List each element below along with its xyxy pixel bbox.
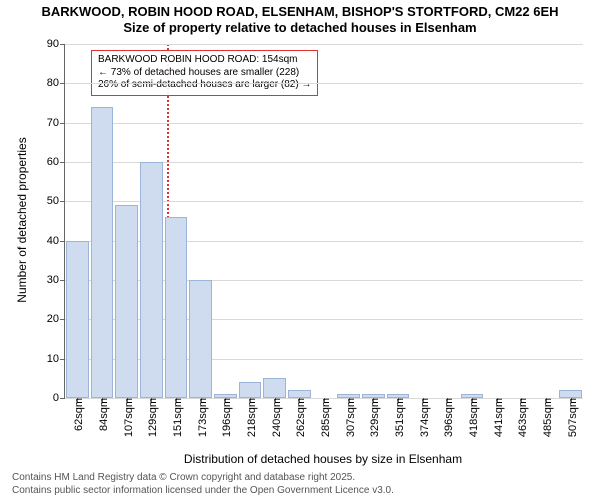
y-axis-label: Number of detached properties bbox=[15, 120, 29, 320]
annotation-line-2: ← 73% of detached houses are smaller (22… bbox=[98, 67, 311, 80]
xtick-label: 173sqm bbox=[193, 398, 209, 437]
footer-attribution-2: Contains public sector information licen… bbox=[12, 485, 394, 496]
xtick-label: 151sqm bbox=[168, 398, 184, 437]
xtick-label: 507sqm bbox=[563, 398, 579, 437]
xtick-label: 485sqm bbox=[538, 398, 554, 437]
ytick-label: 50 bbox=[47, 195, 65, 207]
ytick-label: 40 bbox=[47, 235, 65, 247]
xtick-label: 62sqm bbox=[69, 398, 85, 431]
annotation-line-3: 26% of semi-detached houses are larger (… bbox=[98, 79, 311, 92]
xtick-label: 262sqm bbox=[291, 398, 307, 437]
gridline bbox=[65, 44, 583, 45]
xtick-label: 396sqm bbox=[439, 398, 455, 437]
annotation-line-1: BARKWOOD ROBIN HOOD ROAD: 154sqm bbox=[98, 54, 311, 67]
xtick-label: 129sqm bbox=[143, 398, 159, 437]
xtick-label: 374sqm bbox=[415, 398, 431, 437]
xtick-label: 329sqm bbox=[365, 398, 381, 437]
chart-container: BARKWOOD, ROBIN HOOD ROAD, ELSENHAM, BIS… bbox=[0, 0, 600, 500]
xtick-label: 307sqm bbox=[341, 398, 357, 437]
xtick-label: 285sqm bbox=[316, 398, 332, 437]
gridline bbox=[65, 123, 583, 124]
x-axis-label: Distribution of detached houses by size … bbox=[64, 452, 582, 466]
ytick-label: 30 bbox=[47, 274, 65, 286]
xtick-label: 218sqm bbox=[242, 398, 258, 437]
histogram-bar bbox=[239, 382, 262, 398]
annotation-box: BARKWOOD ROBIN HOOD ROAD: 154sqm ← 73% o… bbox=[91, 50, 318, 96]
xtick-label: 463sqm bbox=[513, 398, 529, 437]
xtick-label: 351sqm bbox=[390, 398, 406, 437]
xtick-label: 107sqm bbox=[119, 398, 135, 437]
xtick-label: 196sqm bbox=[217, 398, 233, 437]
footer-attribution-1: Contains HM Land Registry data © Crown c… bbox=[12, 472, 355, 483]
gridline bbox=[65, 83, 583, 84]
ytick-label: 70 bbox=[47, 117, 65, 129]
histogram-bar bbox=[165, 217, 188, 398]
histogram-bar bbox=[91, 107, 114, 398]
xtick-label: 240sqm bbox=[267, 398, 283, 437]
histogram-bar bbox=[263, 378, 286, 398]
ytick-label: 10 bbox=[47, 353, 65, 365]
histogram-bar bbox=[559, 390, 582, 398]
histogram-bar bbox=[288, 390, 311, 398]
histogram-bar bbox=[189, 280, 212, 398]
ytick-label: 0 bbox=[53, 392, 65, 404]
xtick-label: 418sqm bbox=[464, 398, 480, 437]
xtick-label: 441sqm bbox=[489, 398, 505, 437]
ytick-label: 60 bbox=[47, 156, 65, 168]
histogram-bar bbox=[115, 205, 138, 398]
ytick-label: 80 bbox=[47, 77, 65, 89]
xtick-label: 84sqm bbox=[94, 398, 110, 431]
plot-area: BARKWOOD ROBIN HOOD ROAD: 154sqm ← 73% o… bbox=[64, 44, 583, 399]
chart-title-1: BARKWOOD, ROBIN HOOD ROAD, ELSENHAM, BIS… bbox=[0, 0, 600, 20]
histogram-bar bbox=[140, 162, 163, 398]
ytick-label: 20 bbox=[47, 313, 65, 325]
chart-title-2: Size of property relative to detached ho… bbox=[0, 20, 600, 36]
histogram-bar bbox=[66, 241, 89, 398]
ytick-label: 90 bbox=[47, 38, 65, 50]
